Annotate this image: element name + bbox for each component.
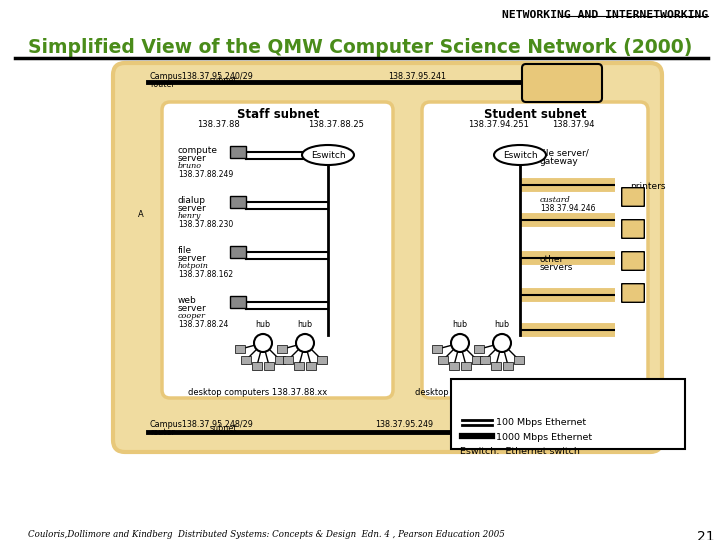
Text: Campus138.37.95.240/29: Campus138.37.95.240/29 — [150, 72, 254, 81]
Text: bruno: bruno — [178, 162, 202, 170]
Text: hammer: hammer — [546, 97, 578, 105]
Text: custard: custard — [540, 196, 571, 204]
FancyBboxPatch shape — [621, 252, 644, 271]
Text: cooper: cooper — [178, 312, 206, 320]
Bar — [276, 345, 287, 353]
Text: hotpoin: hotpoin — [178, 262, 209, 270]
Text: sickle: sickle — [498, 408, 521, 416]
FancyBboxPatch shape — [162, 102, 393, 398]
FancyBboxPatch shape — [230, 196, 246, 208]
Text: 138.37.94.251: 138.37.94.251 — [468, 120, 529, 129]
Text: server: server — [178, 304, 207, 313]
Text: Eswitch: Eswitch — [503, 151, 537, 159]
Circle shape — [451, 334, 469, 352]
Bar — [480, 356, 490, 364]
Circle shape — [254, 334, 272, 352]
FancyBboxPatch shape — [230, 296, 246, 308]
Text: 138.37.94.246: 138.37.94.246 — [540, 204, 595, 213]
FancyBboxPatch shape — [621, 284, 644, 302]
Bar — [449, 362, 459, 370]
FancyBboxPatch shape — [522, 64, 602, 102]
Text: 138.37.95.241: 138.37.95.241 — [388, 72, 446, 81]
Text: other: other — [540, 255, 564, 264]
Bar — [491, 362, 501, 370]
Bar — [235, 345, 245, 353]
FancyBboxPatch shape — [113, 63, 662, 452]
Text: server: server — [178, 254, 207, 263]
Bar — [241, 356, 251, 364]
Bar — [252, 362, 262, 370]
Bar — [472, 356, 482, 364]
Text: hub: hub — [297, 320, 312, 329]
Text: 138.37.88.162: 138.37.88.162 — [178, 270, 233, 279]
Text: 21: 21 — [697, 530, 715, 540]
FancyBboxPatch shape — [486, 411, 566, 449]
FancyBboxPatch shape — [230, 246, 246, 258]
Text: servers: servers — [540, 263, 573, 272]
Bar — [514, 356, 524, 364]
Ellipse shape — [494, 145, 546, 165]
Text: printers: printers — [630, 182, 665, 191]
Text: Eswitch:  Ethernet switch: Eswitch: Ethernet switch — [460, 447, 580, 456]
Bar — [503, 362, 513, 370]
Text: server: server — [178, 204, 207, 213]
Text: dialup: dialup — [178, 196, 206, 205]
Text: gateway: gateway — [540, 157, 579, 166]
Bar — [317, 356, 327, 364]
Circle shape — [493, 334, 511, 352]
Bar — [294, 362, 304, 370]
FancyBboxPatch shape — [621, 220, 644, 238]
Text: 138.37.88.25: 138.37.88.25 — [308, 120, 364, 129]
Text: desktop computers 138.37.88.xx: desktop computers 138.37.88.xx — [188, 388, 328, 397]
Text: Eswitch: Eswitch — [311, 151, 346, 159]
Text: hub: hub — [495, 320, 510, 329]
FancyBboxPatch shape — [422, 102, 648, 398]
Text: 138.37.95.249: 138.37.95.249 — [375, 420, 433, 429]
Text: hub: hub — [256, 320, 271, 329]
Text: 138.37.88.24: 138.37.88.24 — [178, 320, 228, 329]
Text: file server/: file server/ — [540, 148, 589, 157]
Text: web: web — [178, 296, 197, 305]
Text: server: server — [178, 154, 207, 163]
Text: Couloris,Dollimore and Kindberg  Distributed Systems: Concepts & Design  Edn. 4 : Couloris,Dollimore and Kindberg Distribu… — [28, 530, 505, 539]
Bar — [283, 356, 293, 364]
Text: router: router — [150, 428, 175, 437]
Text: henry: henry — [178, 212, 202, 220]
Bar — [264, 362, 274, 370]
Text: subnet: subnet — [210, 424, 238, 433]
Bar — [462, 362, 471, 370]
Text: 138.37.88: 138.37.88 — [197, 120, 239, 129]
Text: subnet: subnet — [210, 76, 238, 85]
Text: firewall: firewall — [498, 424, 531, 433]
Text: firewall: firewall — [546, 86, 579, 95]
Text: Campus138.37.95.248/29: Campus138.37.95.248/29 — [150, 420, 254, 429]
Text: Student subnet: Student subnet — [484, 108, 586, 121]
Text: hub: hub — [452, 320, 467, 329]
FancyBboxPatch shape — [451, 379, 685, 449]
Text: compute: compute — [178, 146, 218, 155]
Text: desktop computers 138.37.94.xx: desktop computers 138.37.94.xx — [415, 388, 554, 397]
Text: NETWORKING AND INTERNETWORKING: NETWORKING AND INTERNETWORKING — [502, 10, 708, 20]
FancyBboxPatch shape — [621, 188, 644, 206]
Bar — [432, 345, 442, 353]
Text: router/: router/ — [498, 416, 528, 425]
Bar — [275, 356, 285, 364]
Text: 138.37.94: 138.37.94 — [552, 120, 595, 129]
Circle shape — [296, 334, 314, 352]
Text: router: router — [150, 80, 175, 89]
Text: Simplified View of the QMW Computer Science Network (2000): Simplified View of the QMW Computer Scie… — [28, 38, 693, 57]
Ellipse shape — [302, 145, 354, 165]
Bar — [438, 356, 448, 364]
Text: 1000 Mbps Ethernet: 1000 Mbps Ethernet — [496, 433, 592, 442]
FancyBboxPatch shape — [230, 146, 246, 158]
Bar — [306, 362, 316, 370]
Text: 138.37.88.249: 138.37.88.249 — [178, 170, 233, 179]
Text: file: file — [178, 246, 192, 255]
Text: Staff subnet: Staff subnet — [237, 108, 319, 121]
Text: 100 Mbps Ethernet: 100 Mbps Ethernet — [496, 418, 586, 427]
Text: 138.37.88.230: 138.37.88.230 — [178, 220, 233, 229]
Text: A: A — [138, 210, 144, 219]
Bar — [474, 345, 484, 353]
Text: router/: router/ — [546, 78, 577, 87]
